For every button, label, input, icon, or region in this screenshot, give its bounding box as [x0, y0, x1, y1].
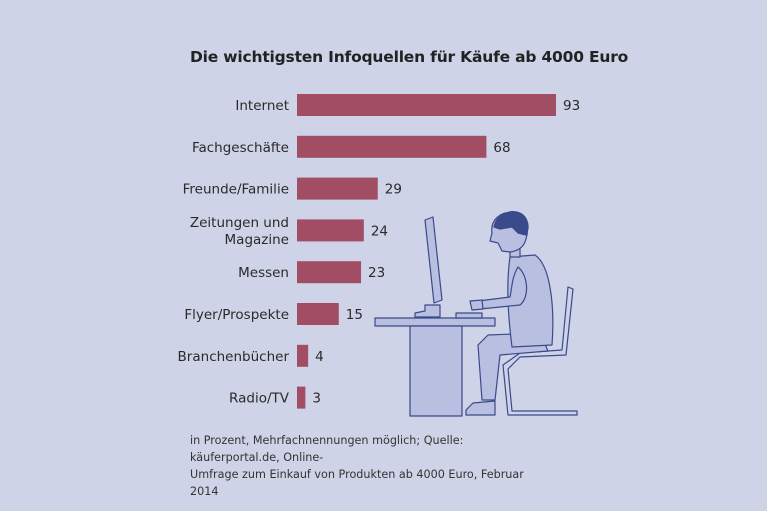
category-label-2: Freunde/Familie: [183, 182, 289, 198]
keyboard: [455, 312, 483, 319]
footnote: in Prozent, Mehrfachnennungen möglich; Q…: [190, 432, 550, 500]
value-label-1: 68: [493, 140, 510, 156]
value-label-0: 93: [563, 98, 580, 114]
desk-top: [374, 317, 496, 327]
person-arm: [477, 266, 528, 310]
bar-chart: 93 Internet 68 Fachgeschäfte 29 Freunde/Famil…: [178, 94, 580, 409]
person-shoe: [465, 400, 496, 416]
footnote-line-1: in Prozent, Mehrfachnennungen möglich; Q…: [190, 434, 464, 464]
bar-5: [297, 303, 339, 325]
person-at-computer-illustration: [374, 211, 578, 417]
value-label-6: 4: [315, 349, 324, 365]
value-label-2: 29: [385, 182, 402, 198]
monitor-stand: [414, 304, 441, 318]
category-label-4: Messen: [238, 265, 289, 281]
footnote-line-2: Umfrage zum Einkauf von Produkten ab 400…: [190, 468, 524, 498]
category-label-1: Fachgeschäfte: [192, 140, 289, 156]
category-label-0: Internet: [235, 98, 289, 114]
bar-4: [297, 261, 362, 284]
value-label-5: 15: [346, 307, 363, 323]
category-label-3-0: Zeitungen und: [190, 215, 289, 231]
category-label-6: Branchenbücher: [178, 349, 290, 365]
bar-3: [297, 219, 364, 242]
person-hair: [493, 211, 529, 236]
value-label-7: 3: [312, 391, 321, 407]
category-label-7: Radio/TV: [229, 391, 290, 407]
category-label-5: Flyer/Prospekte: [184, 307, 289, 323]
desk-pedestal: [409, 325, 463, 417]
bar-7: [297, 386, 306, 409]
bar-6: [297, 344, 309, 367]
value-label-4: 23: [368, 265, 385, 281]
chart-title: Die wichtigsten Infoquellen für Käufe ab…: [190, 48, 629, 66]
bar-1: [297, 135, 487, 158]
bar-2: [297, 177, 378, 200]
monitor: [424, 216, 443, 304]
value-label-3: 24: [371, 223, 388, 239]
bar-0: [297, 94, 556, 116]
person-hand: [469, 299, 484, 311]
category-label-3-1: Magazine: [225, 232, 289, 248]
